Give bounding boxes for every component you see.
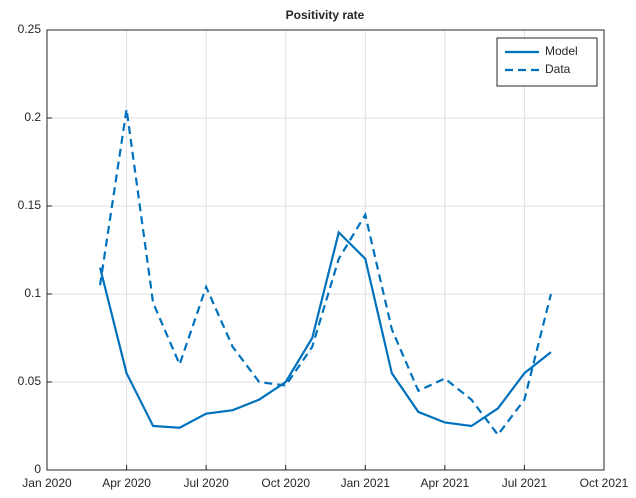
x-tick-label: Apr 2020 — [102, 476, 151, 490]
x-tick-label: Oct 2020 — [261, 476, 310, 490]
legend-box — [496, 37, 598, 87]
y-tick-label: 0.1 — [24, 286, 41, 300]
x-tick-label: Oct 2021 — [580, 476, 629, 490]
y-tick-label: 0 — [34, 462, 41, 476]
x-tick-label: Jul 2021 — [502, 476, 548, 490]
legend-label: Model — [545, 44, 578, 58]
chart-title: Positivity rate — [286, 8, 365, 22]
y-tick-label: 0.15 — [18, 198, 42, 212]
y-tick-label: 0.25 — [18, 22, 42, 36]
x-tick-label: Apr 2021 — [421, 476, 470, 490]
y-tick-label: 0.05 — [18, 374, 42, 388]
y-tick-label: 0.2 — [24, 110, 41, 124]
series-line — [98, 230, 552, 429]
plot-frame — [46, 29, 605, 471]
x-tick-label: Jan 2020 — [22, 476, 72, 490]
legend-label: Data — [545, 62, 571, 76]
x-tick-label: Jul 2020 — [183, 476, 229, 490]
x-tick-label: Jan 2021 — [341, 476, 391, 490]
series-line — [98, 109, 553, 437]
